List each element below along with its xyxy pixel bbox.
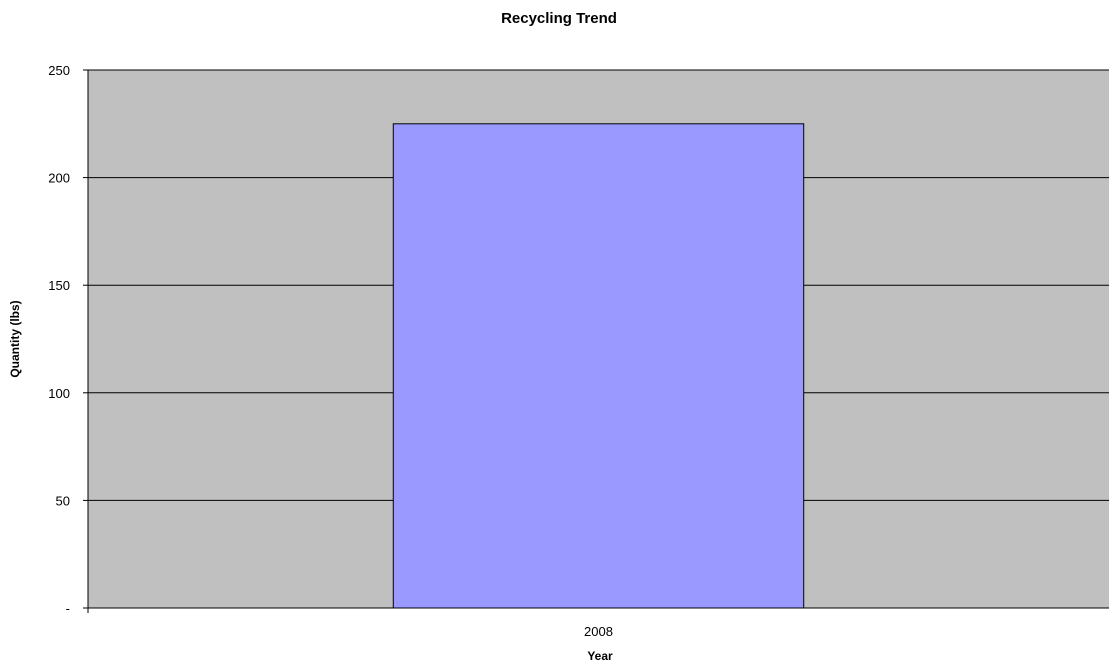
- bar: [392, 123, 805, 609]
- y-axis-title: Quantity (lbs): [8, 300, 22, 377]
- x-axis-title: Year: [587, 649, 613, 663]
- axes: [83, 69, 1109, 613]
- y-tick-label: 150: [48, 278, 70, 293]
- y-tick-label: 100: [48, 386, 70, 401]
- bars: [392, 123, 805, 609]
- y-tick-label: -: [66, 601, 70, 616]
- y-tick-label: 200: [48, 171, 70, 186]
- x-tick-label: 2008: [584, 624, 613, 639]
- tick-labels: - 50 100 150 200 250 2008: [48, 63, 613, 639]
- y-tick-label: 50: [56, 493, 70, 508]
- y-tick-label: 250: [48, 63, 70, 78]
- chart-title: Recycling Trend: [501, 10, 617, 27]
